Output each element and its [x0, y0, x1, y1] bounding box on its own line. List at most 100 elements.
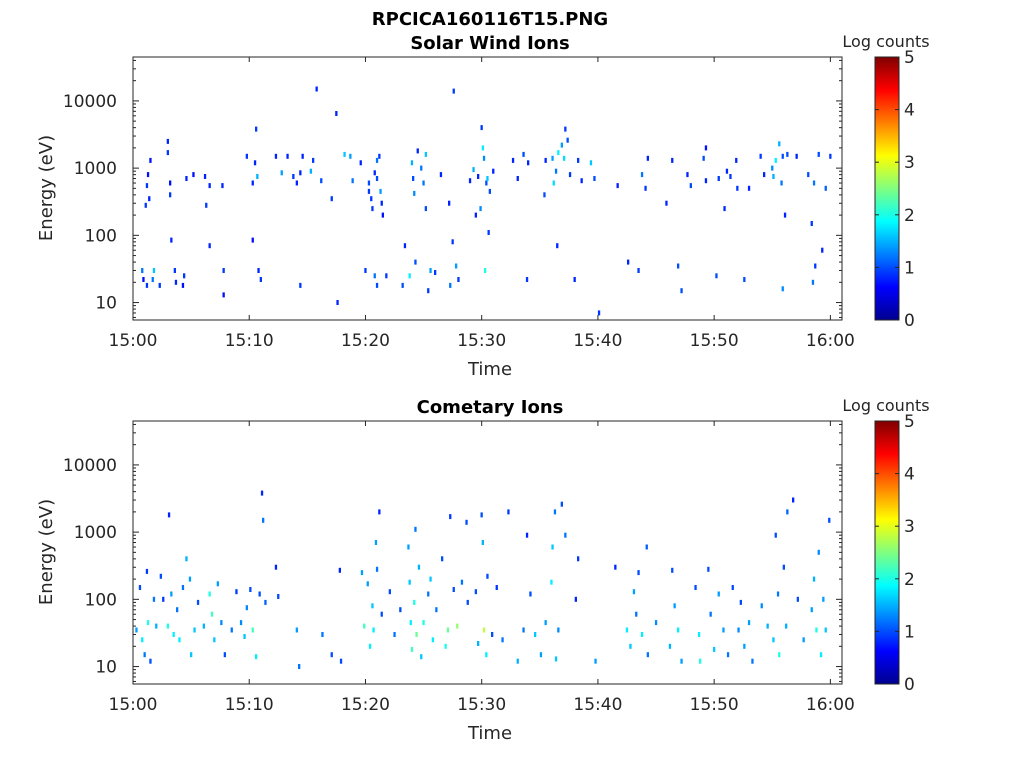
heatmap-cell [144, 202, 147, 208]
heatmap-cell [378, 509, 381, 515]
heatmap-cell [477, 641, 480, 646]
heatmap-cell [407, 544, 410, 550]
heatmap-cell [697, 632, 701, 637]
heatmap-cell [824, 185, 827, 191]
y-axis: 10 100 1000 10000 [63, 423, 842, 682]
heatmap-cell [414, 526, 417, 532]
heatmap-cell [393, 632, 396, 637]
heatmap-cell [781, 286, 784, 292]
heatmap-cell [580, 178, 583, 184]
heatmap-cell [544, 157, 547, 163]
heatmap-cell [424, 206, 427, 212]
heatmap-cell [146, 172, 150, 178]
heatmap-cell [253, 160, 257, 166]
heatmap-cell [336, 300, 339, 305]
heatmap-cell [162, 596, 165, 602]
heatmap-cell [702, 155, 705, 161]
heatmap-cell [811, 279, 815, 285]
heatmap-cell [743, 643, 746, 649]
heatmap-cell [529, 591, 532, 597]
panel-cometary: Cometary Ions 15:00 15:10 15:20 15:30 15:40 1… [36, 396, 930, 744]
colorbar-tick-label: 1 [904, 258, 915, 278]
heatmap-cell [375, 157, 379, 163]
heatmap-cell [551, 544, 554, 550]
heatmap-cell [135, 627, 138, 633]
heatmap-cell [522, 627, 525, 633]
heatmap-cell [481, 145, 484, 151]
heatmap-cell [481, 540, 484, 545]
heatmap-cell [786, 151, 789, 157]
heatmap-cell [378, 153, 381, 159]
heatmap-cell [736, 185, 739, 191]
x-tick-label: 15:10 [225, 331, 274, 351]
heatmap-cell [552, 180, 555, 186]
heatmap-cell [814, 263, 817, 269]
heatmap-cell [256, 174, 259, 179]
x-tick-label: 15:10 [225, 695, 274, 715]
heatmap-cell [349, 153, 352, 159]
heatmap-cell [725, 168, 729, 174]
heatmap-cell [427, 288, 430, 294]
heatmap-cell [335, 111, 338, 116]
heatmap-cell [774, 532, 777, 538]
heatmap-cell [704, 178, 708, 184]
heatmap-cell [431, 637, 434, 643]
heatmap-cell [810, 221, 813, 226]
heatmap-cell [553, 509, 557, 515]
heatmap-cell [539, 652, 543, 658]
heatmap-cell [208, 591, 211, 597]
heatmap-cell [589, 160, 593, 166]
heatmap-cell [274, 153, 278, 159]
heatmap-cell [169, 180, 172, 186]
heatmap-cell [145, 183, 149, 189]
heatmap-cell [420, 654, 423, 660]
colorbar-tick-label: 4 [904, 101, 915, 121]
heatmap-cell [507, 509, 510, 515]
heatmap-cell [554, 656, 558, 662]
heatmap-cell [245, 605, 248, 611]
heatmap-cell [704, 145, 708, 151]
heatmap-cell [495, 585, 498, 590]
x-tick-label: 15:20 [341, 695, 390, 715]
heatmap-cell [627, 259, 630, 265]
heatmap-cell [444, 643, 447, 649]
heatmap-cell [441, 556, 444, 562]
heatmap-cell [781, 153, 784, 159]
heatmap-cell [351, 178, 354, 184]
heatmap-cell [637, 268, 640, 273]
heatmap-cell [771, 165, 774, 171]
heatmap-cell [776, 591, 780, 597]
colorbar-label: Log counts [842, 32, 929, 51]
x-axis-label: Time [467, 723, 512, 744]
heatmap-cell [707, 566, 710, 572]
colorbar-gradient [874, 420, 900, 685]
heatmap-cell [645, 544, 648, 550]
heatmap-cell [299, 282, 302, 288]
heatmap-cell [174, 279, 178, 285]
heatmap-cell [429, 268, 432, 273]
x-tick-label: 15:50 [690, 695, 739, 715]
heatmap-cell [298, 664, 301, 669]
heatmap-cell [371, 206, 374, 212]
heatmap-cell [737, 627, 740, 633]
heatmap-cell [677, 627, 680, 633]
heatmap-cell [671, 567, 674, 573]
heatmap-cell [729, 174, 732, 179]
heatmap-cell [146, 620, 150, 626]
heatmap-cell [422, 620, 425, 626]
heatmap-cell [375, 282, 379, 288]
heatmap-cell [330, 652, 333, 658]
heatmap-cell [780, 180, 783, 186]
heatmap-cell [176, 607, 179, 613]
heatmap-cell [480, 512, 483, 518]
heatmap-cell [774, 157, 777, 163]
colorbar-ticks: 0 1 2 3 4 5 [875, 412, 915, 695]
heatmap-cell [456, 623, 459, 629]
y-tick-label: 100 [85, 590, 117, 610]
heatmap-cell [637, 570, 640, 576]
heatmap-cell [482, 155, 486, 161]
colorbar-tick-label: 3 [904, 153, 915, 173]
heatmap-cell [822, 596, 825, 602]
heatmap-cell [415, 632, 418, 637]
heatmap-cell [557, 627, 560, 633]
